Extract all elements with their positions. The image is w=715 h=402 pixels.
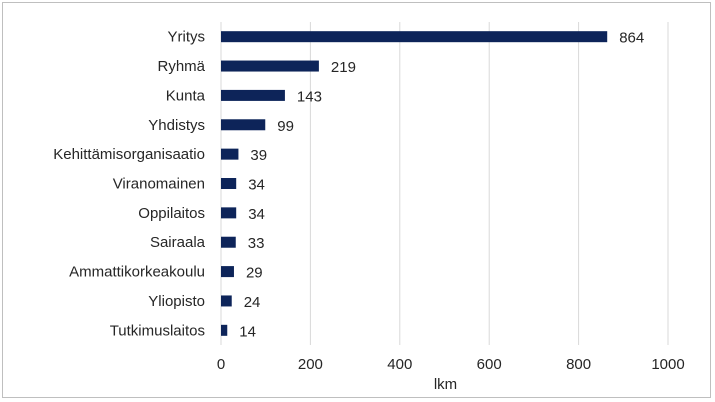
x-tick-labels: 0 200 400 600 800 1000 <box>217 356 685 373</box>
data-label: 24 <box>244 294 261 311</box>
bar-viranomainen <box>221 178 237 189</box>
data-label: 864 <box>619 30 644 47</box>
bar-kehittämisorganisaatio <box>221 148 239 160</box>
data-label: 29 <box>246 265 263 282</box>
bar-kunta <box>221 89 285 101</box>
bar-yliopisto <box>221 295 232 307</box>
category-label: Ammattikorkeakoulu <box>69 264 205 281</box>
x-tick-label: 800 <box>566 356 591 373</box>
data-label: 33 <box>248 235 265 252</box>
bar-oppilaitos <box>221 207 237 219</box>
data-label: 143 <box>297 88 322 105</box>
x-tick-label: 0 <box>217 356 225 373</box>
gridlines <box>220 22 669 345</box>
x-axis-title: lkm <box>434 376 457 393</box>
category-label: Viranomainen <box>113 176 205 193</box>
category-label: Oppilaitos <box>138 205 205 222</box>
category-label: Tutkimuslaitos <box>110 322 205 339</box>
data-label: 14 <box>239 323 256 340</box>
category-label: Yhdistys <box>148 117 205 134</box>
chart-frame: Yritys Ryhmä Kunta Yhdistys Kehittämisorgani… <box>2 2 711 398</box>
x-tick-label: 1000 <box>651 356 684 373</box>
bars <box>221 31 608 336</box>
data-label: 34 <box>248 177 265 194</box>
bar-sairaala <box>221 236 236 248</box>
category-label: Yritys <box>168 29 206 46</box>
category-label: Yliopisto <box>148 293 205 310</box>
bar-yritys <box>221 31 608 43</box>
data-label: 39 <box>250 147 267 164</box>
category-labels: Yritys Ryhmä Kunta Yhdistys Kehittämisorgani… <box>53 29 205 340</box>
x-tick-label: 200 <box>298 356 323 373</box>
bar-ryhmä <box>221 60 319 72</box>
x-tick-label: 600 <box>477 356 502 373</box>
category-label: Kunta <box>166 87 206 104</box>
category-label: Sairaala <box>150 234 206 251</box>
bar-chart: Yritys Ryhmä Kunta Yhdistys Kehittämisorgani… <box>53 22 685 393</box>
category-label: Ryhmä <box>157 58 205 75</box>
bar-yhdistys <box>221 119 266 131</box>
category-label: Kehittämisorganisaatio <box>53 146 205 163</box>
bar-ammattikorkeakoulu <box>221 266 234 278</box>
data-label: 34 <box>248 206 265 223</box>
x-tick-label: 400 <box>387 356 412 373</box>
data-label: 99 <box>277 118 294 135</box>
bar-tutkimuslaitos <box>221 324 228 336</box>
data-label: 219 <box>331 59 356 76</box>
